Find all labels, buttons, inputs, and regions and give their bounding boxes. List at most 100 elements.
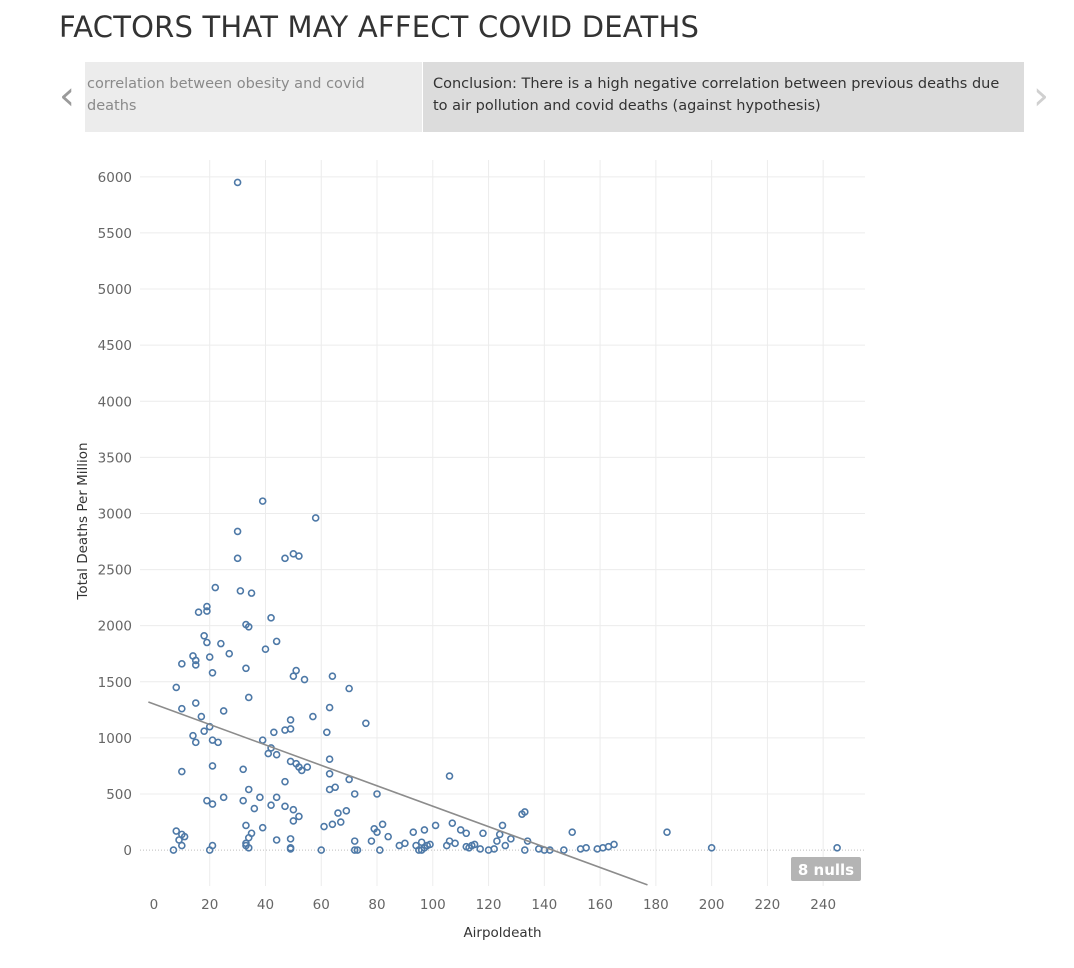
data-point[interactable]: [373, 790, 381, 798]
data-point[interactable]: [272, 637, 281, 646]
data-point[interactable]: [172, 683, 181, 692]
data-point[interactable]: [281, 802, 289, 811]
data-point[interactable]: [189, 731, 197, 740]
data-point[interactable]: [197, 712, 206, 721]
data-point[interactable]: [342, 807, 351, 815]
data-point[interactable]: [409, 828, 418, 836]
data-point[interactable]: [378, 820, 387, 829]
data-point[interactable]: [320, 822, 328, 831]
data-point[interactable]: [270, 728, 278, 737]
data-point[interactable]: [448, 819, 457, 827]
data-point[interactable]: [191, 656, 200, 665]
data-point[interactable]: [311, 514, 320, 522]
data-point[interactable]: [451, 839, 459, 848]
data-point[interactable]: [507, 835, 515, 843]
data-point[interactable]: [233, 527, 242, 536]
data-point[interactable]: [300, 675, 309, 684]
data-point[interactable]: [219, 793, 228, 802]
data-point[interactable]: [258, 823, 267, 832]
story-point-previous[interactable]: correlation between obesity and covid de…: [85, 62, 422, 132]
data-point[interactable]: [244, 622, 253, 631]
data-point[interactable]: [236, 587, 245, 595]
data-point[interactable]: [501, 841, 510, 850]
data-point[interactable]: [707, 844, 716, 852]
data-point[interactable]: [328, 820, 337, 829]
data-point[interactable]: [286, 716, 295, 724]
data-point[interactable]: [431, 821, 440, 830]
data-point[interactable]: [345, 775, 353, 784]
data-point[interactable]: [191, 738, 200, 747]
data-point[interactable]: [521, 808, 529, 816]
data-point[interactable]: [328, 672, 337, 680]
data-point[interactable]: [242, 821, 250, 830]
data-point[interactable]: [267, 614, 275, 622]
data-point[interactable]: [303, 763, 312, 771]
data-point[interactable]: [200, 727, 208, 735]
data-point[interactable]: [244, 833, 253, 842]
data-point[interactable]: [401, 839, 409, 848]
data-point[interactable]: [289, 805, 298, 814]
data-point[interactable]: [169, 846, 178, 854]
data-point[interactable]: [417, 846, 426, 854]
data-point[interactable]: [203, 638, 211, 647]
data-point[interactable]: [178, 660, 186, 668]
data-point[interactable]: [272, 836, 281, 844]
data-point[interactable]: [244, 844, 253, 852]
data-point[interactable]: [258, 497, 267, 505]
data-point[interactable]: [214, 738, 222, 747]
data-point[interactable]: [353, 846, 362, 854]
data-point[interactable]: [345, 684, 353, 693]
data-point[interactable]: [225, 649, 234, 658]
data-point[interactable]: [286, 835, 295, 843]
data-point[interactable]: [325, 785, 334, 794]
data-point[interactable]: [200, 631, 208, 640]
data-point[interactable]: [833, 844, 841, 852]
data-point[interactable]: [191, 699, 200, 707]
data-point[interactable]: [261, 645, 270, 654]
data-point[interactable]: [194, 608, 203, 617]
data-point[interactable]: [292, 666, 300, 675]
data-point[interactable]: [373, 828, 381, 836]
data-point[interactable]: [325, 703, 334, 712]
data-point[interactable]: [479, 829, 487, 838]
prev-story-arrow-icon[interactable]: ‹: [59, 73, 75, 119]
data-point[interactable]: [498, 821, 507, 830]
data-point[interactable]: [208, 762, 217, 770]
trend-line[interactable]: [148, 701, 648, 886]
data-point[interactable]: [470, 840, 479, 849]
data-point[interactable]: [203, 602, 211, 611]
data-point[interactable]: [239, 796, 247, 805]
data-point[interactable]: [456, 826, 465, 834]
data-point[interactable]: [426, 840, 434, 849]
data-point[interactable]: [208, 800, 217, 808]
data-point[interactable]: [560, 846, 568, 854]
data-point[interactable]: [272, 793, 281, 802]
data-point[interactable]: [521, 846, 529, 854]
data-point[interactable]: [289, 672, 298, 680]
data-point[interactable]: [297, 766, 306, 775]
data-point[interactable]: [663, 828, 671, 836]
data-point[interactable]: [219, 707, 228, 715]
data-point[interactable]: [178, 704, 186, 713]
data-point[interactable]: [445, 772, 454, 780]
data-point[interactable]: [172, 827, 181, 835]
data-point[interactable]: [384, 832, 392, 841]
data-point[interactable]: [178, 767, 186, 776]
data-point[interactable]: [256, 793, 264, 802]
data-point[interactable]: [233, 178, 242, 187]
data-point[interactable]: [362, 719, 370, 728]
data-point[interactable]: [281, 777, 289, 786]
data-point[interactable]: [205, 653, 214, 661]
data-point[interactable]: [178, 841, 186, 850]
data-point[interactable]: [286, 845, 295, 853]
data-point[interactable]: [309, 712, 317, 721]
data-point[interactable]: [325, 755, 334, 764]
data-point[interactable]: [208, 669, 217, 677]
data-point[interactable]: [175, 836, 183, 844]
next-story-arrow-icon[interactable]: ›: [1033, 73, 1049, 119]
data-point[interactable]: [180, 832, 189, 841]
data-point[interactable]: [350, 837, 359, 845]
data-point[interactable]: [568, 828, 577, 836]
data-point[interactable]: [191, 661, 200, 669]
data-point[interactable]: [493, 837, 501, 845]
